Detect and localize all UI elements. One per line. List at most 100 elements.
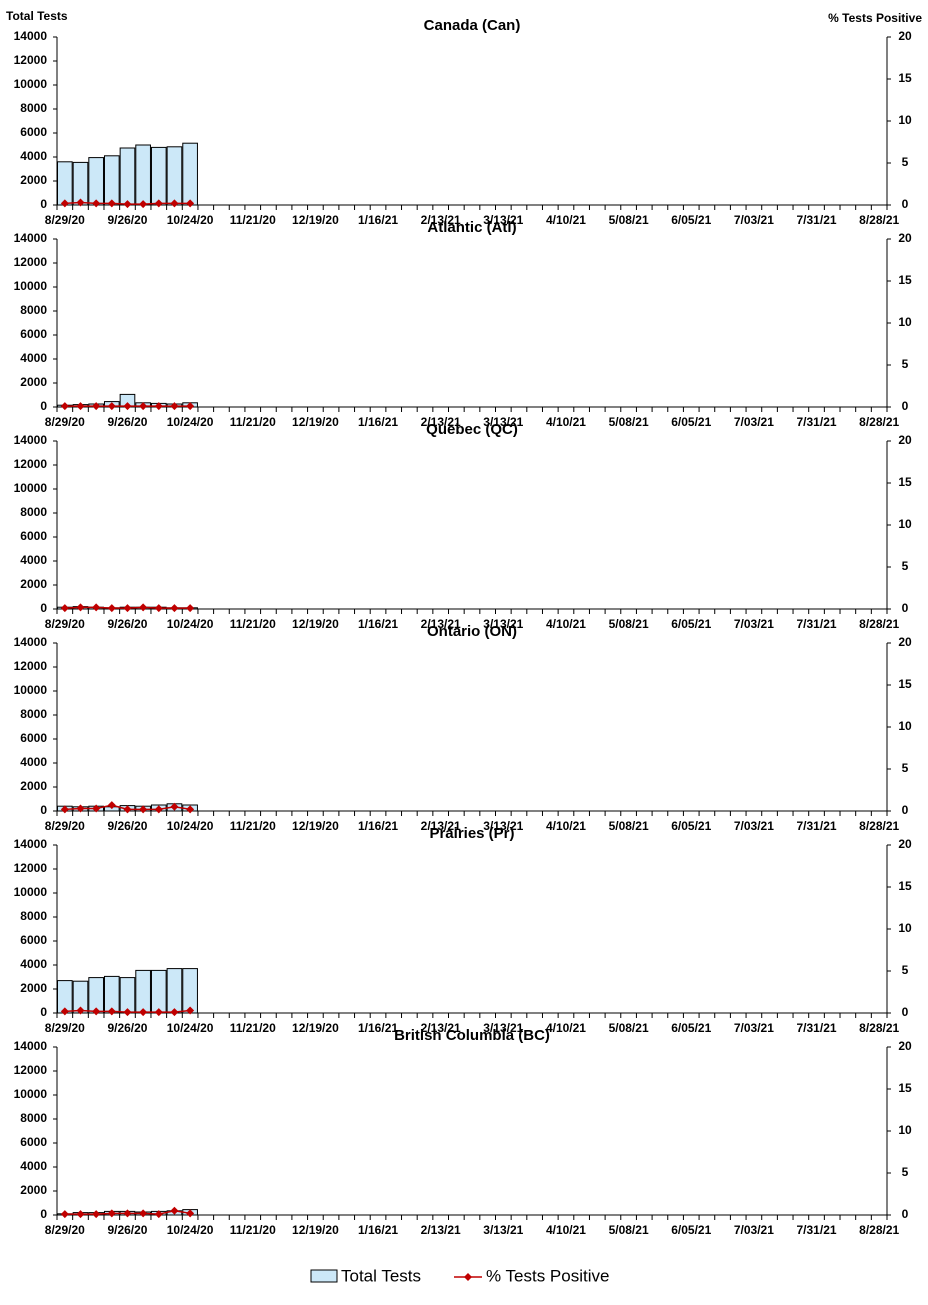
y-tick-label: 0 — [40, 197, 47, 211]
line-marker — [170, 199, 179, 208]
y-tick-label: 12000 — [14, 1063, 48, 1077]
y-tick-label: 2000 — [20, 779, 47, 793]
x-tick-label: 5/08/21 — [609, 213, 649, 227]
chart-title: Atlantic (Atl) — [427, 219, 516, 236]
x-tick-label: 9/26/20 — [107, 819, 147, 833]
bar — [57, 161, 73, 206]
x-tick-label: 8/29/20 — [45, 617, 85, 631]
y-tick-label: 2000 — [20, 173, 47, 187]
x-tick-label: 7/03/21 — [734, 1021, 774, 1035]
y2-tick-label: 15 — [898, 677, 912, 691]
y-tick-label: 6000 — [20, 125, 47, 139]
line-marker — [170, 1008, 179, 1017]
y2-tick-label: 10 — [898, 1123, 912, 1137]
line-marker — [92, 1007, 101, 1016]
x-tick-label: 10/24/20 — [167, 1021, 214, 1035]
legend-label: Total Tests — [341, 1266, 421, 1285]
x-tick-label: 7/31/21 — [797, 1223, 837, 1237]
line-marker — [123, 402, 132, 411]
line-marker — [60, 1007, 69, 1016]
line-marker — [107, 402, 116, 411]
y-tick-label: 4000 — [20, 351, 47, 365]
line-marker — [154, 604, 163, 613]
line-marker — [139, 1209, 148, 1218]
y2-tick-label: 20 — [898, 1039, 912, 1053]
x-tick-label: 8/28/21 — [859, 1223, 899, 1237]
bar — [103, 155, 120, 206]
x-tick-label: 12/19/20 — [292, 1021, 339, 1035]
y2-tick-label: 5 — [902, 559, 909, 573]
x-tick-label: 3/13/21 — [483, 819, 523, 833]
y-tick-label: 4000 — [20, 957, 47, 971]
line-marker — [92, 199, 101, 208]
x-tick-label: 1/16/21 — [358, 1223, 398, 1237]
x-tick-label: 6/05/21 — [671, 617, 711, 631]
x-tick-label: 4/10/21 — [546, 617, 586, 631]
x-tick-label: 7/03/21 — [734, 617, 774, 631]
y-tick-label: 0 — [40, 1207, 47, 1221]
line-marker — [123, 1209, 132, 1218]
line-marker — [154, 805, 163, 814]
y-tick-label: 8000 — [20, 101, 47, 115]
line-marker — [139, 1008, 148, 1017]
x-tick-label: 5/08/21 — [609, 819, 649, 833]
y-tick-label: 12000 — [14, 457, 48, 471]
y-tick-label: 14000 — [14, 837, 48, 851]
line-marker — [139, 603, 148, 612]
line-marker — [60, 805, 69, 814]
y2-tick-label: 5 — [902, 357, 909, 371]
y-tick-label: 8000 — [20, 303, 47, 317]
line-marker — [139, 200, 148, 209]
y-tick-label: 12000 — [14, 659, 48, 673]
y2-tick-label: 10 — [898, 517, 912, 531]
y-tick-label: 0 — [40, 1005, 47, 1019]
line-marker — [76, 804, 85, 813]
x-tick-label: 1/16/21 — [358, 617, 398, 631]
bar — [119, 147, 136, 206]
bar — [88, 157, 104, 206]
y-tick-label: 4000 — [20, 553, 47, 567]
x-tick-label: 7/31/21 — [797, 819, 837, 833]
x-tick-label: 11/21/20 — [230, 213, 276, 227]
x-tick-label: 7/31/21 — [797, 1021, 837, 1035]
y-tick-label: 6000 — [20, 327, 47, 341]
y-tick-label: 2000 — [20, 1183, 47, 1197]
x-tick-label: 5/08/21 — [609, 1021, 649, 1035]
line-marker — [107, 1007, 116, 1016]
line-marker — [76, 198, 85, 207]
x-tick-label: 7/03/21 — [734, 819, 774, 833]
y2-axis-label: % Tests Positive — [828, 11, 922, 25]
chart-title: Quebec (QC) — [426, 421, 518, 438]
line-marker — [186, 1006, 195, 1015]
y-tick-label: 10000 — [14, 279, 48, 293]
x-tick-label: 1/16/21 — [358, 1021, 398, 1035]
y-tick-label: 8000 — [20, 707, 47, 721]
y2-tick-label: 0 — [902, 197, 909, 211]
chart-title: British Columbia (BC) — [394, 1027, 550, 1044]
x-tick-label: 9/26/20 — [107, 617, 147, 631]
x-tick-label: 3/13/21 — [483, 617, 523, 631]
y-tick-label: 14000 — [14, 231, 48, 245]
y-tick-label: 2000 — [20, 375, 47, 389]
x-tick-label: 3/13/21 — [483, 213, 523, 227]
x-tick-label: 10/24/20 — [167, 1223, 214, 1237]
y2-tick-label: 10 — [898, 719, 912, 733]
y-tick-label: 10000 — [14, 683, 48, 697]
y2-tick-label: 15 — [898, 71, 912, 85]
bar — [150, 146, 167, 206]
y2-tick-label: 15 — [898, 879, 912, 893]
x-tick-label: 8/29/20 — [45, 1223, 85, 1237]
y-tick-label: 8000 — [20, 1111, 47, 1125]
x-tick-label: 6/05/21 — [671, 819, 711, 833]
y-tick-label: 12000 — [14, 53, 48, 67]
x-tick-label: 4/10/21 — [546, 415, 586, 429]
x-tick-label: 6/05/21 — [671, 415, 711, 429]
line-marker — [92, 1210, 101, 1219]
line-marker — [92, 804, 101, 813]
line-marker — [107, 801, 116, 810]
x-tick-label: 2/13/21 — [421, 213, 461, 227]
x-tick-label: 4/10/21 — [546, 1021, 586, 1035]
y-tick-label: 0 — [40, 601, 47, 615]
x-tick-label: 5/08/21 — [609, 617, 649, 631]
x-tick-label: 9/26/20 — [107, 1223, 147, 1237]
